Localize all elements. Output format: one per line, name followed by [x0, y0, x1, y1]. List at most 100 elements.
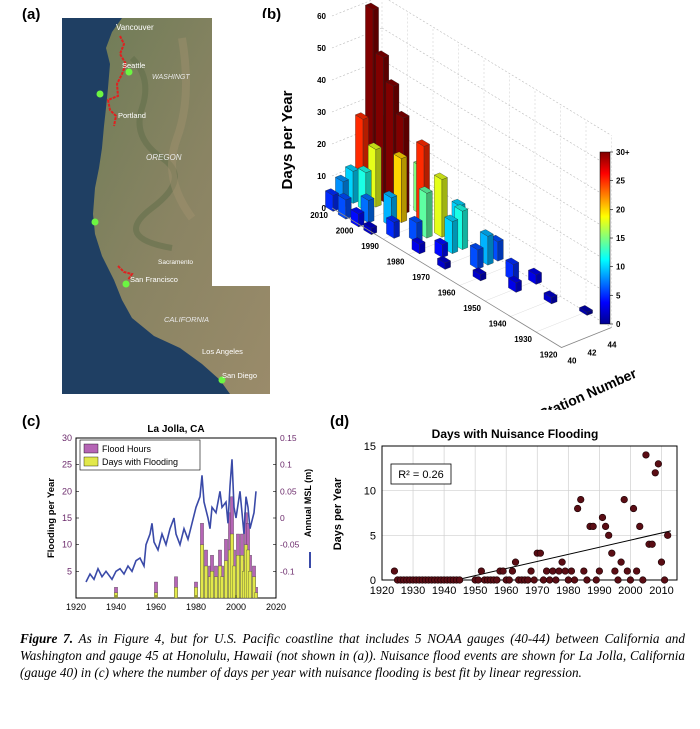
- chart-b-colorbar-tick: 15: [616, 234, 625, 243]
- chart-c-y-tick: 15: [62, 513, 72, 523]
- chart-3d-days-per-year: 0102030405060201020001990198019701960195…: [279, 0, 639, 410]
- chart-d-point: [648, 540, 656, 548]
- map-gauge-california: [91, 218, 99, 226]
- chart-b-gridline: [381, 59, 612, 200]
- chart-c-y2-tick: -0.1: [280, 566, 295, 576]
- chart-c-msl-line: [85, 459, 257, 583]
- chart-d-point: [536, 549, 544, 557]
- map-label-los-angeles: Los Angeles: [202, 347, 243, 356]
- map-inland-texture: [129, 55, 178, 251]
- chart-c-y-tick: 5: [67, 566, 72, 576]
- map-label-sacramento: Sacramento: [158, 259, 193, 266]
- map-white-corner: [212, 18, 270, 286]
- chart-d-point: [617, 558, 625, 566]
- chart-b-bar: [363, 221, 378, 235]
- chart-d-point: [524, 576, 532, 584]
- chart-b-floor: [331, 207, 612, 348]
- chart-d-point: [620, 495, 628, 504]
- chart-d-point: [664, 531, 672, 539]
- chart-d-annotation: R² = 0.26: [398, 469, 444, 481]
- chart-d-point: [633, 567, 641, 575]
- chart-c-y-tick: 20: [62, 486, 72, 496]
- map-gauge-sf: [122, 280, 130, 288]
- chart-b-year-tick: 1920: [540, 351, 558, 360]
- chart-b-z-tick: 40: [317, 76, 326, 85]
- chart-d-point: [508, 567, 517, 575]
- chart-c-y2label: Annual MSL (m): [303, 469, 313, 537]
- chart-c-days-bar: [254, 592, 258, 599]
- chart-b-bar: [543, 290, 558, 305]
- chart-d-point: [614, 576, 622, 584]
- chart-d-y-tick: 5: [370, 530, 376, 542]
- map-label-vancouver: Vancouver: [116, 23, 154, 32]
- chart-d-annotation-box: [390, 463, 452, 485]
- chart-c-days-bar: [174, 587, 178, 599]
- chart-d-point: [592, 576, 600, 584]
- chart-b-bar: [325, 188, 339, 212]
- map-label-san-francisco: San Francisco: [130, 275, 178, 284]
- chart-c-days-bar: [210, 571, 214, 599]
- chart-d-point: [558, 558, 566, 566]
- chart-d-point: [456, 576, 464, 584]
- legend-flood-hours-label: Flood Hours: [102, 444, 152, 454]
- chart-d-point: [583, 576, 591, 584]
- chart-d-point: [626, 576, 635, 584]
- map-coast-track: [106, 35, 128, 127]
- chart-b-colorbar-tick: 30+: [616, 148, 630, 157]
- chart-d-point: [574, 504, 582, 513]
- chart-b-bar: [469, 242, 484, 270]
- chart-c-days-bar: [224, 560, 228, 599]
- chart-d-point: [570, 576, 579, 584]
- chart-c-days-bar: [252, 576, 256, 599]
- chart-d-x-tick: 2010: [649, 585, 673, 597]
- map-inland-texture-2: [168, 37, 196, 221]
- chart-d-point: [595, 567, 603, 575]
- chart-c-y-tick: 30: [62, 433, 72, 443]
- chart-d-point: [546, 576, 554, 584]
- panel-d-label: (d): [330, 413, 350, 430]
- chart-b-gridline: [381, 91, 612, 232]
- chart-d-x-tick: 1980: [556, 585, 580, 597]
- chart-b-z-tick: 50: [317, 44, 326, 53]
- map-land: [93, 18, 270, 394]
- chart-b-bar: [508, 275, 522, 293]
- map-gauge-sandiego: [218, 376, 226, 384]
- chart-b-station-tick: 44: [608, 341, 617, 350]
- chart-c-ylabel: Flooding per Year: [46, 478, 57, 558]
- chart-d-point: [660, 576, 669, 584]
- chart-d-point: [552, 576, 560, 584]
- chart-d-point: [542, 567, 551, 575]
- chart-c-days-bar: [232, 565, 236, 599]
- chart-b-station-tick: 40: [568, 357, 577, 366]
- chart-c-y2-tick: 0.1: [280, 460, 292, 470]
- chart-d-point: [639, 576, 647, 584]
- chart-c-y-tick: 25: [62, 460, 72, 470]
- map-label-california: CALIFORNIA: [164, 315, 209, 324]
- chart-d-point: [390, 567, 399, 575]
- chart-d-point: [511, 558, 520, 566]
- chart-nuisance-flooding: Days with Nuisance Flooding 1920 1930 1940…: [332, 427, 678, 597]
- chart-b-colorbar-tick: 20: [616, 205, 625, 214]
- chart-b-year-tick: 1970: [412, 273, 430, 282]
- chart-b-gridline: [484, 280, 536, 302]
- chart-d-y-tick: 0: [370, 575, 376, 587]
- chart-b-gridline: [331, 0, 373, 17]
- chart-b-colorbar-tick: 25: [616, 177, 625, 186]
- chart-d-point: [530, 576, 538, 584]
- chart-b-gridline: [535, 311, 587, 333]
- panel-c-label: (c): [22, 413, 41, 430]
- chart-d-point: [561, 567, 569, 575]
- map-gauge-oregon: [96, 90, 104, 98]
- map-label-seattle: Seattle: [122, 61, 145, 70]
- chart-b-colorbar-tick: 0: [616, 320, 621, 329]
- chart-d-point: [549, 567, 557, 575]
- chart-b-colorbar: [599, 151, 611, 325]
- chart-d-x-tick: 1920: [370, 585, 394, 597]
- chart-d-x-tick: 1990: [587, 585, 611, 597]
- chart-b-gridline: [388, 0, 612, 136]
- chart-d-x-tick: 1970: [525, 585, 549, 597]
- chart-b-bar: [411, 237, 426, 255]
- chart-b-colorbar-tick: 5: [616, 291, 621, 300]
- chart-c-x-tick: 1920: [66, 602, 86, 612]
- chart-d-x-tick: 2000: [618, 585, 642, 597]
